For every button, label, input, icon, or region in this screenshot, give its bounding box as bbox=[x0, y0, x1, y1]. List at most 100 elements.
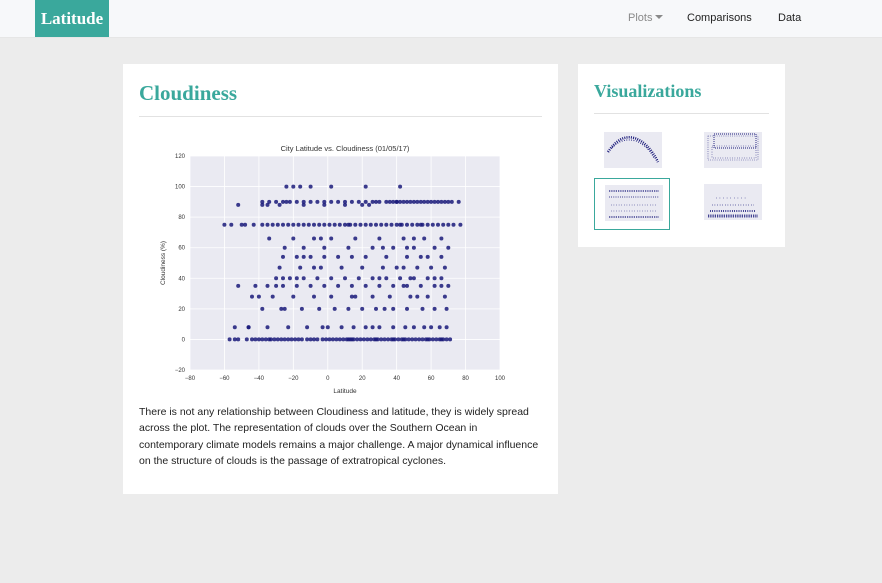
scatter-point bbox=[425, 254, 430, 259]
scatter-point bbox=[442, 294, 447, 299]
scatter-point bbox=[444, 325, 449, 330]
scatter-point bbox=[343, 276, 347, 281]
scatter-point bbox=[349, 294, 354, 299]
scatter-point bbox=[351, 325, 356, 330]
scatter-point bbox=[317, 306, 322, 311]
scatter-point bbox=[432, 276, 437, 281]
scatter-point bbox=[336, 283, 341, 288]
scatter-point bbox=[384, 276, 389, 281]
thumbnail-humidity[interactable] bbox=[694, 126, 770, 178]
scatter-point bbox=[329, 199, 334, 204]
scatter-point bbox=[256, 294, 261, 299]
nav-plots-dropdown[interactable]: Plots bbox=[628, 0, 664, 37]
scatter-point bbox=[403, 325, 408, 330]
scatter-point bbox=[339, 265, 344, 270]
scatter-point bbox=[291, 184, 296, 189]
x-tick-label: −40 bbox=[254, 376, 265, 382]
nav-data-link[interactable]: Data bbox=[778, 12, 802, 24]
scatter-point bbox=[377, 283, 382, 288]
scatter-point bbox=[298, 265, 303, 270]
scatter-point bbox=[265, 325, 270, 330]
scatter-point bbox=[239, 222, 244, 227]
x-tick-label: 20 bbox=[359, 376, 366, 382]
scatter-point bbox=[332, 306, 337, 311]
scatter-point bbox=[320, 325, 325, 330]
scatter-point bbox=[281, 222, 285, 227]
scatter-point bbox=[322, 254, 327, 259]
scatter-point bbox=[305, 325, 310, 330]
scatter-point bbox=[380, 265, 385, 270]
scatter-point bbox=[360, 202, 365, 207]
scatter-point bbox=[420, 337, 425, 342]
scatter-point bbox=[246, 325, 251, 330]
scatter-point bbox=[263, 337, 268, 342]
scatter-point bbox=[401, 337, 406, 342]
scatter-point bbox=[353, 222, 358, 227]
scatter-point bbox=[308, 199, 313, 204]
scatter-point bbox=[337, 337, 342, 342]
scatter-point bbox=[312, 337, 316, 342]
scatter-point bbox=[294, 283, 299, 288]
x-tick-label: −80 bbox=[185, 376, 196, 382]
y-tick-label: 40 bbox=[178, 276, 185, 282]
scatter-point bbox=[456, 199, 461, 204]
scatter-point bbox=[422, 325, 427, 330]
scatter-point bbox=[355, 337, 360, 342]
scatter-point bbox=[282, 306, 287, 311]
scatter-point bbox=[322, 199, 327, 204]
scatter-point bbox=[442, 199, 447, 204]
scatter-point bbox=[391, 199, 396, 204]
scatter-point bbox=[286, 337, 291, 342]
scatter-point bbox=[322, 202, 327, 207]
scatter-point bbox=[363, 199, 368, 204]
scatter-point bbox=[394, 265, 399, 270]
scatter-point bbox=[293, 337, 298, 342]
scatter-point bbox=[253, 337, 258, 342]
scatter-point bbox=[370, 245, 375, 250]
scatter-point bbox=[439, 254, 444, 259]
scatter-point bbox=[301, 245, 306, 250]
scatter-point bbox=[301, 222, 306, 227]
y-tick-label: −20 bbox=[175, 368, 186, 374]
scatter-point bbox=[274, 276, 279, 281]
thumbnail-max-temperature[interactable] bbox=[594, 126, 670, 178]
scatter-point bbox=[415, 222, 420, 227]
brand-logo[interactable]: Latitude bbox=[35, 0, 109, 37]
scatter-point bbox=[222, 222, 227, 227]
scatter-point bbox=[429, 199, 434, 204]
scatter-point bbox=[411, 325, 416, 330]
main-card: Cloudiness City Latitude vs. Cloudiness … bbox=[123, 64, 558, 494]
scatter-point bbox=[281, 254, 285, 259]
nav-comparisons-link[interactable]: Comparisons bbox=[687, 12, 752, 24]
scatter-point bbox=[346, 245, 351, 250]
scatter-point bbox=[401, 199, 406, 204]
scatter-point bbox=[236, 202, 241, 207]
scatter-point bbox=[287, 276, 292, 281]
scatter-point bbox=[387, 294, 392, 299]
x-tick-label: 40 bbox=[393, 376, 400, 382]
scatter-point bbox=[322, 283, 327, 288]
scatter-point bbox=[346, 306, 351, 311]
scatter-point bbox=[305, 337, 310, 342]
scatter-point bbox=[406, 337, 411, 342]
scatter-point bbox=[405, 254, 409, 259]
scatter-point bbox=[343, 222, 347, 227]
scatter-point bbox=[379, 222, 384, 227]
scatter-point bbox=[275, 337, 280, 342]
scatter-point bbox=[358, 337, 363, 342]
scatter-point bbox=[339, 325, 344, 330]
scatter-point bbox=[332, 222, 337, 227]
scatter-point bbox=[418, 254, 423, 259]
thumbnail-wind-speed[interactable] bbox=[694, 178, 770, 230]
scatter-point bbox=[411, 276, 416, 281]
scatter-point bbox=[370, 325, 375, 330]
scatter-point bbox=[346, 222, 351, 227]
y-tick-label: 80 bbox=[178, 215, 185, 221]
scatter-point bbox=[232, 325, 237, 330]
scatter-point bbox=[415, 265, 420, 270]
thumbnail-cloudiness[interactable] bbox=[594, 178, 670, 230]
scatter-point bbox=[308, 184, 313, 189]
scatter-point bbox=[267, 236, 272, 241]
scatter-point bbox=[405, 245, 409, 250]
scatter-point bbox=[418, 222, 423, 227]
